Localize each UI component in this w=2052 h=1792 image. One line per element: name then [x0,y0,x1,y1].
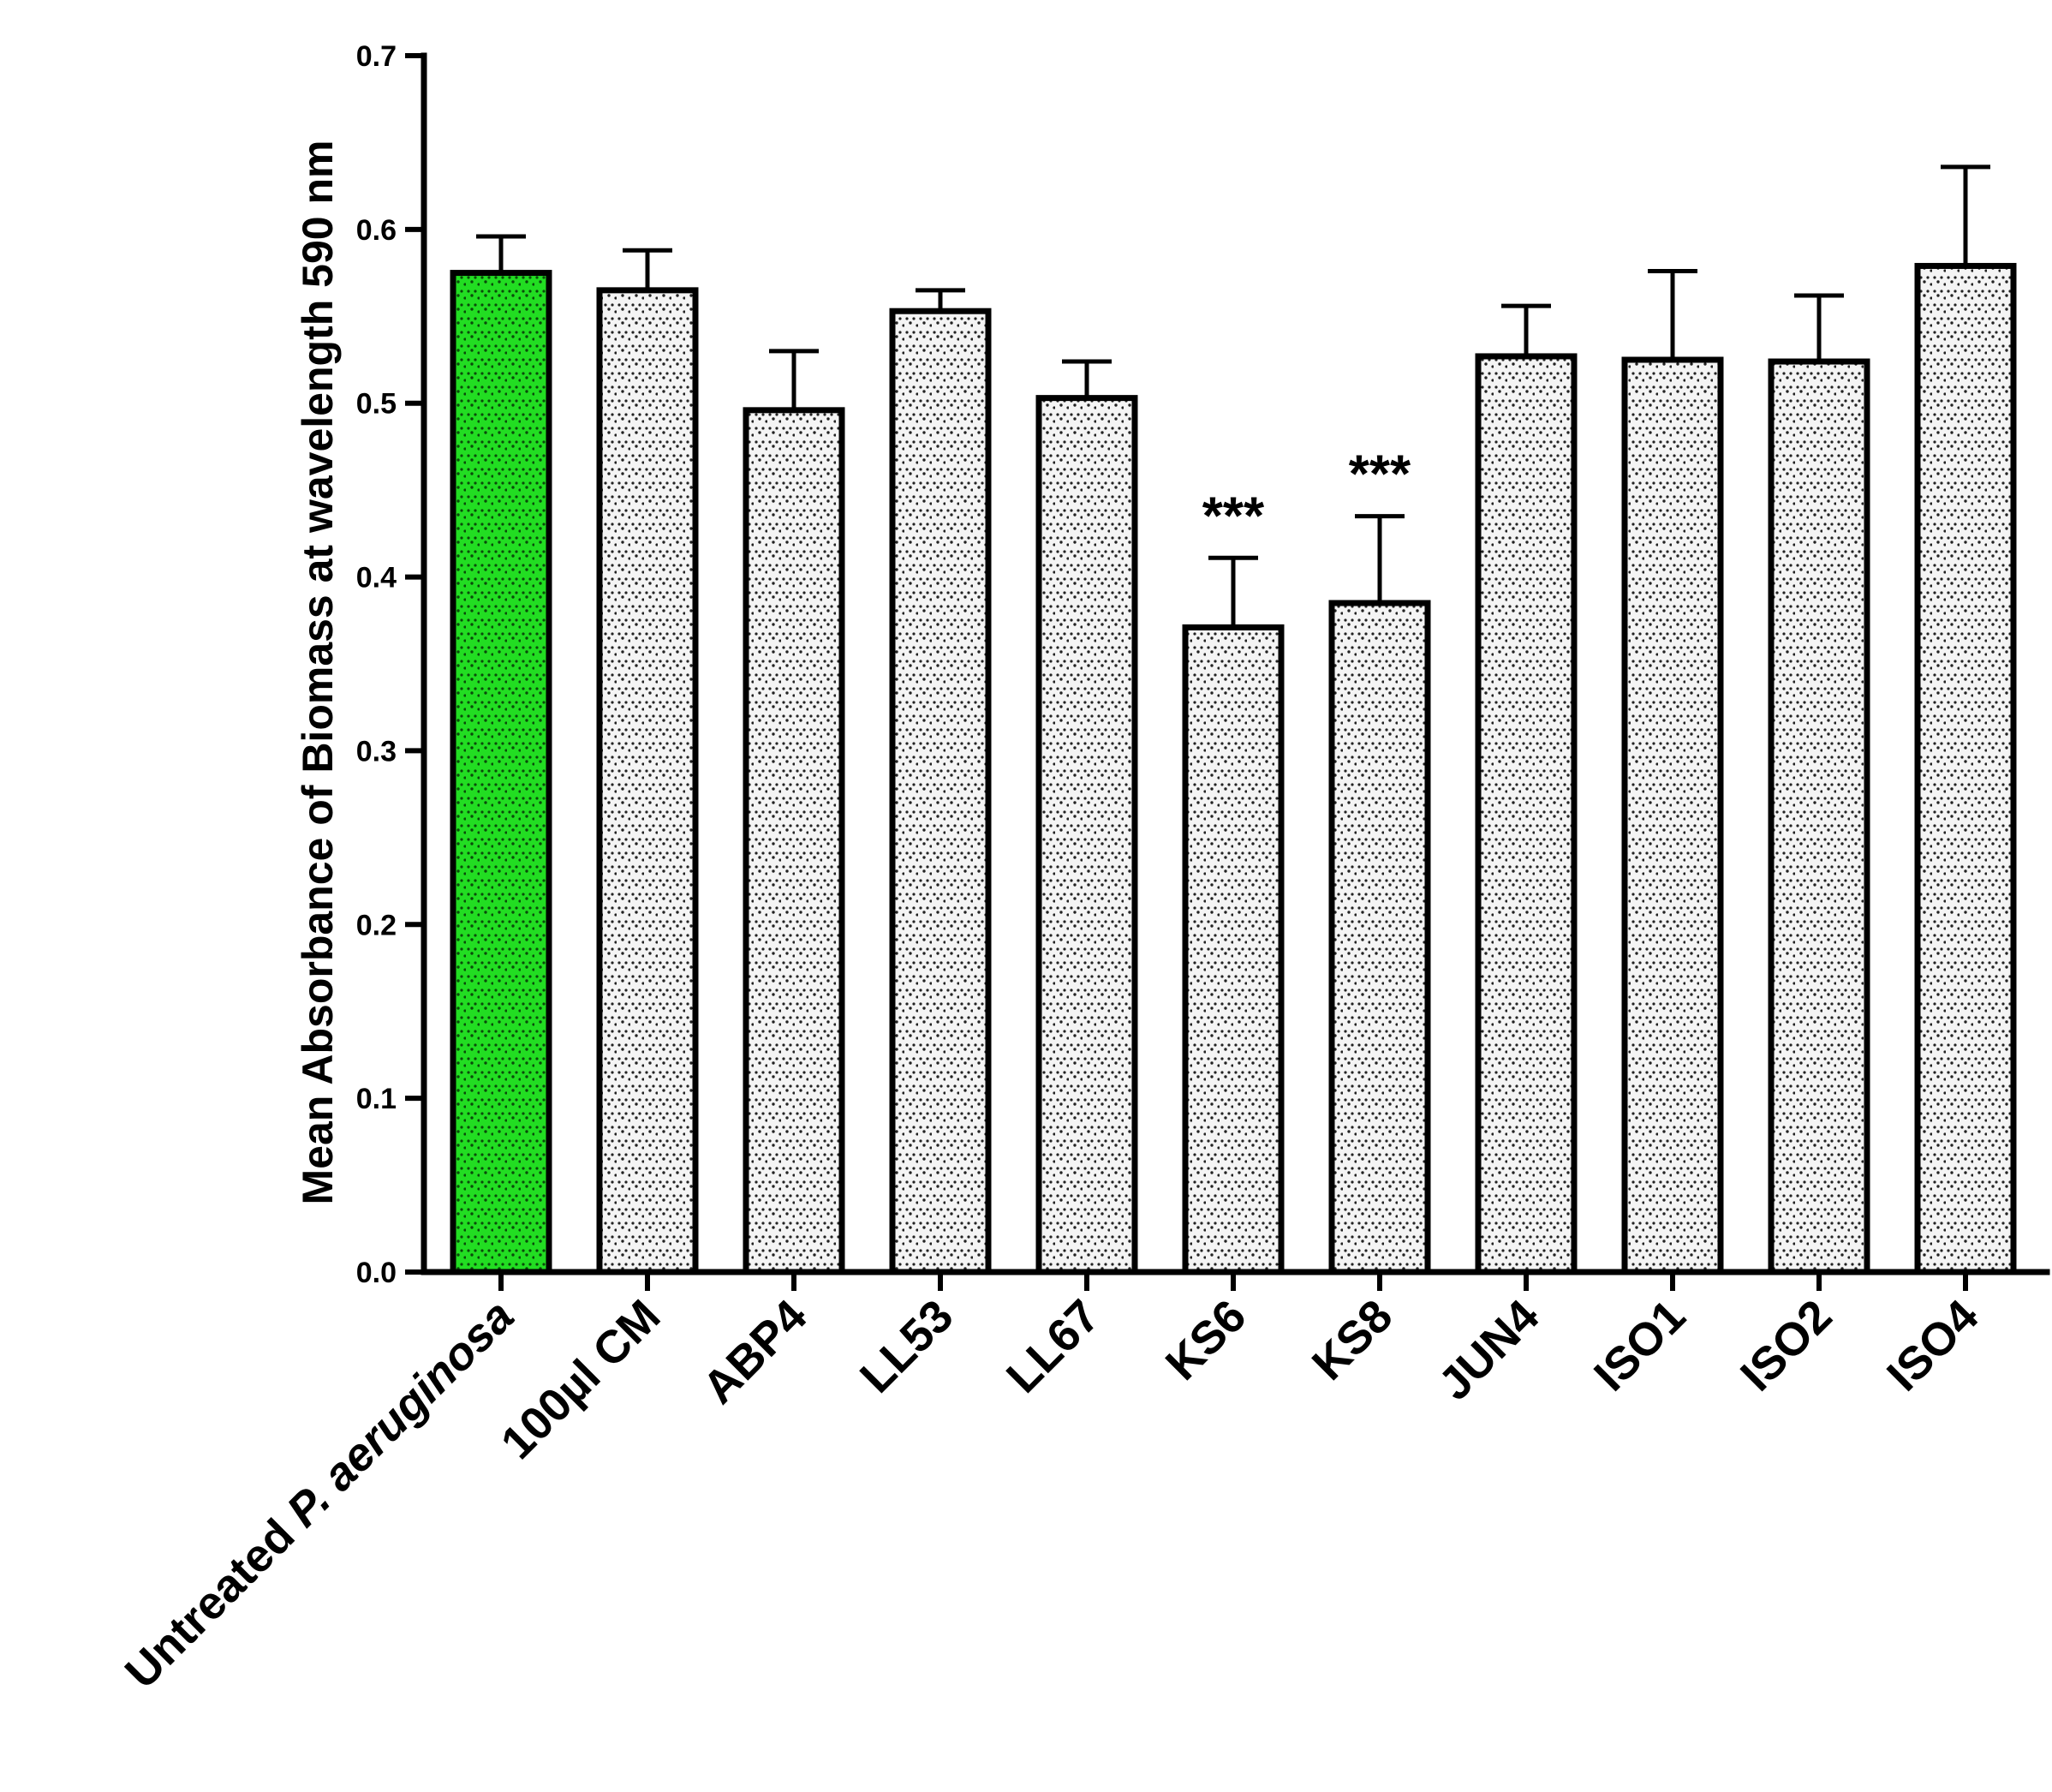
bar[interactable] [743,407,845,1275]
significance-marker: *** [1202,487,1265,546]
bar[interactable] [1914,262,2017,1275]
y-tick-label: 0.7 [356,40,397,73]
bar[interactable] [1182,624,1285,1275]
x-tick-label: LL67 [997,1290,1110,1403]
x-tick-label: Untreated P. aeruginosa [116,1290,524,1699]
bar[interactable] [596,287,699,1275]
significance-marker: *** [1349,445,1411,505]
x-tick-label: ABP4 [693,1290,816,1413]
bar[interactable] [1035,395,1138,1275]
x-tick-label: 100µl CM [492,1290,671,1469]
bar[interactable] [1328,600,1431,1275]
y-tick-label: 0.3 [356,735,397,768]
bar[interactable] [1475,353,1578,1275]
bar[interactable] [889,308,992,1275]
bar[interactable] [1621,356,1724,1275]
x-tick-label: KS6 [1156,1290,1256,1390]
x-tick-label: ISO1 [1584,1290,1695,1401]
y-axis-title: Mean Absorbance of Biomass at wavelength… [294,140,342,1205]
y-tick-label: 0.2 [356,909,397,941]
x-tick-label: ISO2 [1731,1290,1841,1401]
y-tick-label: 0.0 [356,1257,397,1289]
x-tick-label: JUN4 [1429,1290,1548,1410]
bar[interactable] [1768,358,1870,1275]
x-tick-label: KS8 [1303,1290,1403,1390]
bar[interactable] [450,270,552,1275]
y-tick-label: 0.4 [356,562,397,594]
y-tick-label: 0.6 [356,214,397,247]
y-tick-label: 0.5 [356,388,397,421]
x-tick-label: LL53 [850,1290,963,1403]
y-tick-label: 0.1 [356,1083,397,1115]
x-tick-label: ISO4 [1877,1290,1988,1401]
